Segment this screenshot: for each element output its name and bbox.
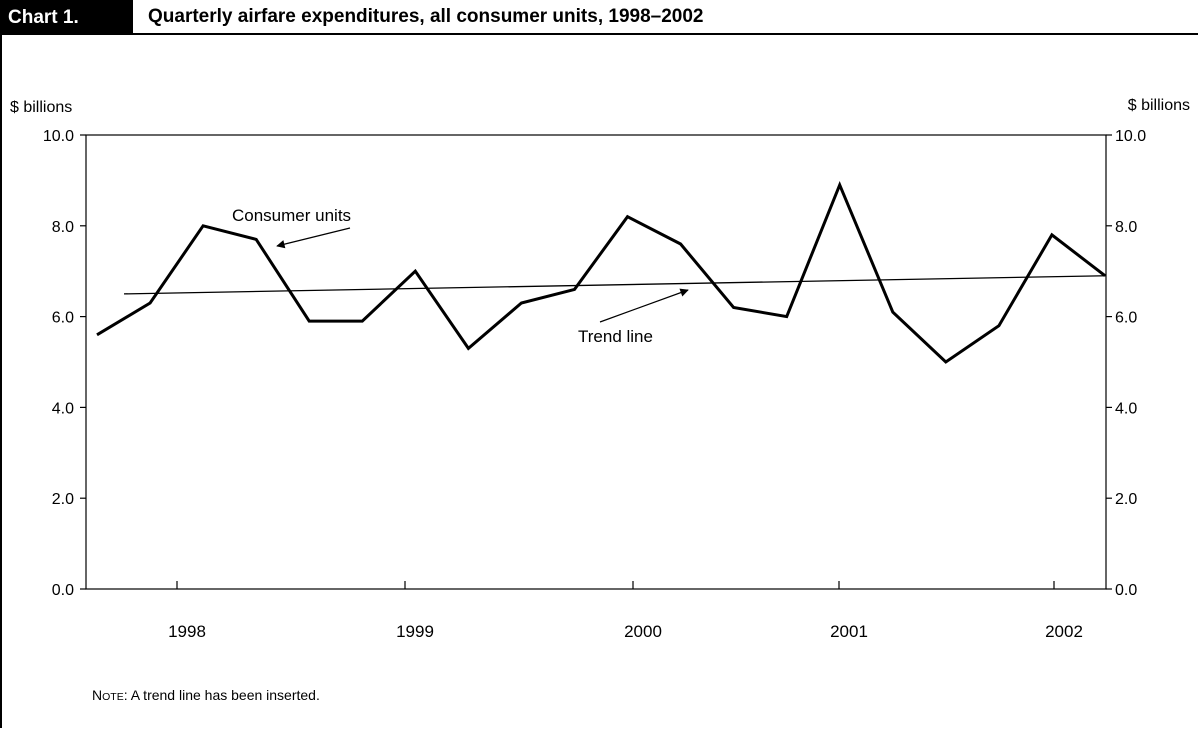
y-tick-label-left: 10.0 [43, 128, 74, 145]
y-ticks-right: 0.0 2.0 4.0 6.0 8.0 10.0 [1106, 128, 1146, 599]
header-rule [0, 33, 1198, 35]
trend-line-arrow [599, 288, 689, 323]
consumer-units-series [96, 180, 1106, 364]
y-axis-label-right: $ billions [1128, 97, 1190, 114]
y-tick-label-left: 2.0 [52, 491, 74, 508]
y-tick-label-right: 4.0 [1115, 400, 1137, 417]
y-axis-label-left: $ billions [10, 99, 72, 116]
y-tick-label-left: 8.0 [52, 219, 74, 236]
y-tick-label-right: 0.0 [1115, 582, 1137, 599]
trend-line-annotation: Trend line [578, 327, 653, 346]
y-tick-label-right: 6.0 [1115, 310, 1137, 327]
x-tick-label: 2000 [624, 622, 662, 641]
chart-annotations: Consumer units Trend line [232, 206, 689, 346]
y-tick-label-left: 6.0 [52, 310, 74, 327]
x-tick-label: 2001 [830, 622, 868, 641]
y-tick-label-right: 8.0 [1115, 219, 1137, 236]
note-lead-text: NOTE [92, 687, 124, 703]
chart-title: Quarterly airfare expenditures, all cons… [148, 6, 704, 27]
consumer-units-annotation: Consumer units [232, 206, 351, 225]
note-lead: NOTE [92, 687, 124, 703]
trend-line-series [123, 275, 1107, 295]
chart-note: NOTE: A trend line has been inserted. [92, 687, 320, 703]
chart-header: Chart 1. Quarterly airfare expenditures,… [0, 0, 1198, 36]
consumer-units-arrow [276, 227, 351, 249]
chart-number-label: Chart 1. [0, 0, 133, 35]
x-tick-label: 2002 [1045, 622, 1083, 641]
y-tick-label-left: 4.0 [52, 400, 74, 417]
x-ticks: 1998 1999 2000 2001 2002 [168, 581, 1083, 641]
y-tick-label-right: 2.0 [1115, 491, 1137, 508]
trend-line [123, 275, 1107, 295]
y-tick-label-right: 10.0 [1115, 128, 1146, 145]
y-ticks-left: 0.0 2.0 4.0 6.0 8.0 10.0 [43, 128, 86, 599]
consumer-units-line [96, 180, 1106, 364]
x-tick-label: 1999 [396, 622, 434, 641]
chart-axes [85, 134, 1107, 590]
plot-area-border [85, 134, 1107, 590]
y-tick-label-left: 0.0 [52, 582, 74, 599]
note-text: : A trend line has been inserted. [123, 687, 320, 703]
x-tick-label: 1998 [168, 622, 206, 641]
